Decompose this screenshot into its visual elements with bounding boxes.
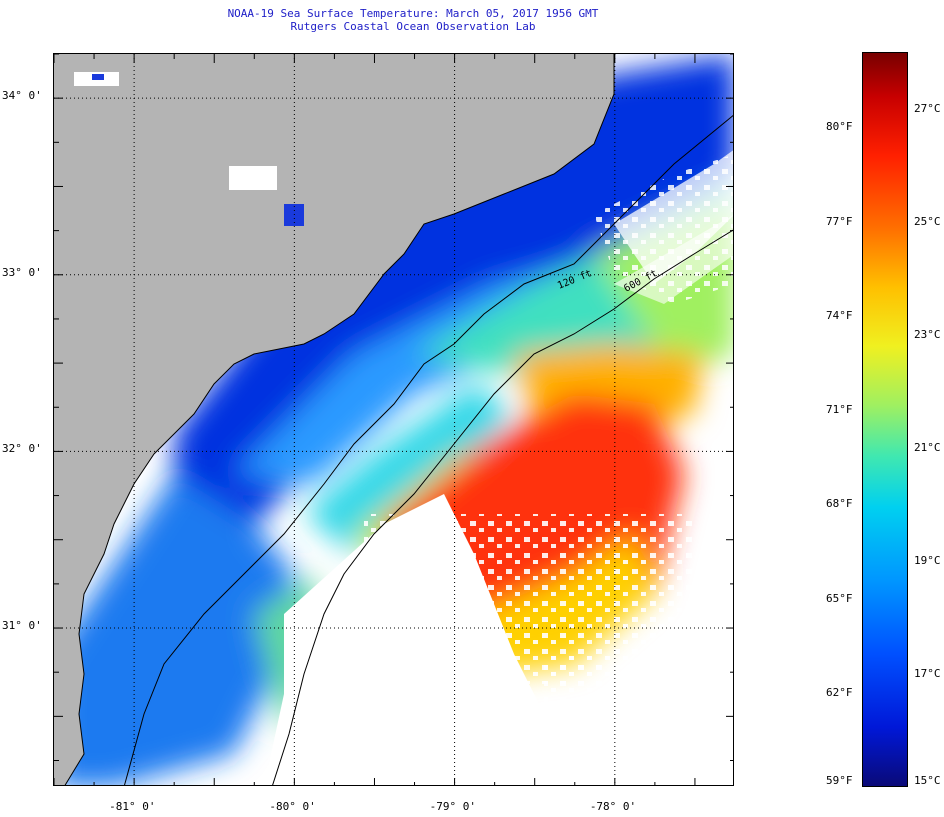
fahrenheit-label: 80°F xyxy=(826,120,853,134)
celsius-label: 19°C xyxy=(914,553,941,567)
cloud-mask xyxy=(264,494,554,785)
lat-label: 31° 0' xyxy=(2,619,42,633)
coastline xyxy=(64,54,615,785)
lon-label: -80° 0' xyxy=(269,800,316,813)
map-subtitle: Rutgers Coastal Ocean Observation Lab xyxy=(290,20,536,33)
land-mass xyxy=(54,54,614,785)
isobath-120ft xyxy=(124,114,733,785)
lon-label: -78° 0' xyxy=(589,800,637,813)
lat-label: 33° 0' xyxy=(2,265,42,279)
isobath-600ft xyxy=(272,229,733,785)
celsius-label: 17°C xyxy=(914,666,941,680)
lat-label: 34° 0' xyxy=(2,89,42,103)
celsius-label: 15°C xyxy=(914,774,941,787)
cloud-mask-ne xyxy=(614,150,733,284)
temperature-colorbar xyxy=(862,52,908,787)
celsius-label: 25°C xyxy=(914,214,941,228)
fahrenheit-label: 68°F xyxy=(826,497,853,511)
celsius-label: 23°C xyxy=(914,327,941,341)
map-title: NOAA-19 Sea Surface Temperature: March 0… xyxy=(227,7,599,20)
graticule xyxy=(54,54,733,785)
lon-label: -79° 0' xyxy=(429,800,476,813)
celsius-label: 21°C xyxy=(914,440,941,454)
fahrenheit-label: 77°F xyxy=(826,214,853,228)
lon-label: -81° 0' xyxy=(109,800,156,813)
axis-ticks xyxy=(54,54,733,785)
fahrenheit-label: 59°F xyxy=(826,774,853,787)
celsius-label: 27°C xyxy=(914,101,941,115)
fahrenheit-label: 74°F xyxy=(826,308,853,322)
lat-label: 32° 0' xyxy=(2,442,42,456)
sst-map: 120 ft 600 ft xyxy=(53,53,734,786)
fahrenheit-label: 65°F xyxy=(826,591,853,605)
fahrenheit-label: 62°F xyxy=(826,685,853,699)
fahrenheit-label: 71°F xyxy=(826,403,853,417)
